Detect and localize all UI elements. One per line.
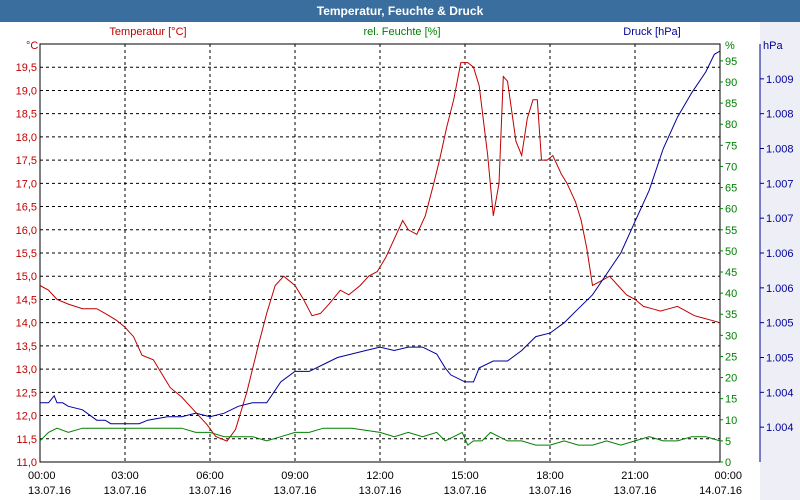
x-tick-time: 21:00 — [621, 470, 649, 482]
series-line-humidity — [39, 427, 721, 446]
series-layer — [39, 50, 721, 446]
temperature-tick-label: 19,0 — [16, 85, 37, 97]
x-tick-date: 13.07.16 — [274, 485, 317, 497]
humidity-tick-label: 25 — [725, 351, 737, 363]
x-tick-date: 13.07.16 — [529, 485, 572, 497]
grid — [40, 44, 720, 462]
humidity-tick-label: 30 — [725, 330, 737, 342]
chart-title: Temperatur, Feuchte & Druck — [0, 0, 800, 22]
humidity-tick-label: 95 — [725, 56, 737, 68]
humidity-tick-label: 85 — [725, 98, 737, 110]
x-tick-time: 00:00 — [28, 470, 56, 482]
x-tick-time: 09:00 — [281, 470, 309, 482]
legend-temperature: Temperatur [°C] — [109, 26, 186, 38]
pressure-unit-label: hPa — [763, 40, 783, 52]
temperature-tick-label: 19,5 — [16, 62, 37, 74]
x-tick-date: 13.07.16 — [444, 485, 487, 497]
humidity-tick-label: 70 — [725, 161, 737, 173]
humidity-tick-label: 0 — [725, 457, 731, 469]
temperature-tick-label: 12,5 — [16, 387, 37, 399]
temperature-tick-label: 11,5 — [16, 434, 37, 446]
x-tick-time: 18:00 — [536, 470, 564, 482]
temperature-tick-label: 15,5 — [16, 248, 37, 260]
pressure-tick-label: 1.006 — [766, 283, 794, 295]
humidity-tick-label: 15 — [725, 394, 737, 406]
humidity-tick-label: 45 — [725, 267, 737, 279]
humidity-tick-label: 65 — [725, 183, 737, 195]
humidity-tick-label: 80 — [725, 119, 737, 131]
right-axis-panel — [760, 22, 800, 500]
series-line-temperature — [39, 62, 721, 442]
humidity-tick-label: 60 — [725, 204, 737, 216]
pressure-tick-label: 1.004 — [766, 387, 794, 399]
x-tick-time: 12:00 — [366, 470, 394, 482]
temperature-tick-label: 13,0 — [16, 364, 37, 376]
humidity-tick-label: 90 — [725, 77, 737, 89]
x-tick-date: 13.07.16 — [104, 485, 147, 497]
pressure-tick-label: 1.008 — [766, 144, 794, 156]
x-tick-date: 13.07.16 — [189, 485, 232, 497]
axes-layer: 00:00 13.07.16 03:00 13.07.16 06:00 13.07.16 0… — [16, 44, 794, 497]
humidity-tick-label: 20 — [725, 373, 737, 385]
x-tick-date: 14.07.16 — [699, 485, 742, 497]
x-tick-time: 06:00 — [196, 470, 224, 482]
x-tick-date: 13.07.16 — [359, 485, 402, 497]
temperature-tick-label: 18,0 — [16, 132, 37, 144]
x-tick-date: 13.07.16 — [28, 485, 71, 497]
temperature-tick-label: 17,5 — [16, 155, 37, 167]
humidity-tick-label: 75 — [725, 140, 737, 152]
pressure-tick-label: 1.006 — [766, 248, 794, 260]
pressure-tick-label: 1.009 — [766, 74, 794, 86]
humidity-tick-label: 40 — [725, 288, 737, 300]
temperature-tick-label: 18,5 — [16, 109, 37, 121]
temperature-tick-label: 14,0 — [16, 318, 37, 330]
x-tick-time: 00:00 — [714, 470, 742, 482]
pressure-tick-label: 1.007 — [766, 213, 794, 225]
temperature-tick-label: 16,0 — [16, 225, 37, 237]
humidity-unit-label: % — [725, 40, 735, 52]
series-line-pressure — [40, 50, 721, 425]
humidity-tick-label: 35 — [725, 309, 737, 321]
temperature-tick-label: 13,5 — [16, 341, 37, 353]
temperature-tick-label: 12,0 — [16, 411, 37, 423]
pressure-tick-label: 1.008 — [766, 109, 794, 121]
pressure-tick-label: 1.004 — [766, 422, 794, 434]
humidity-tick-label: 5 — [725, 436, 731, 448]
temperature-tick-label: 17,0 — [16, 178, 37, 190]
plot-frame — [39, 43, 721, 463]
legend-pressure: Druck [hPa] — [623, 26, 680, 38]
pressure-tick-label: 1.005 — [766, 318, 794, 330]
temperature-tick-label: 15,0 — [16, 271, 37, 283]
humidity-tick-label: 10 — [725, 415, 737, 427]
pressure-tick-label: 1.007 — [766, 178, 794, 190]
temperature-tick-label: 16,5 — [16, 202, 37, 214]
legend-humidity: rel. Feuchte [%] — [363, 26, 440, 38]
temperature-tick-label: 11,0 — [16, 457, 37, 469]
temperature-unit-label: °C — [26, 40, 38, 52]
pressure-tick-label: 1.005 — [766, 353, 794, 365]
temperature-tick-label: 14,5 — [16, 294, 37, 306]
x-tick-date: 13.07.16 — [614, 485, 657, 497]
x-tick-time: 15:00 — [451, 470, 479, 482]
humidity-tick-label: 55 — [725, 225, 737, 237]
humidity-tick-label: 50 — [725, 246, 737, 258]
x-tick-time: 03:00 — [111, 470, 139, 482]
